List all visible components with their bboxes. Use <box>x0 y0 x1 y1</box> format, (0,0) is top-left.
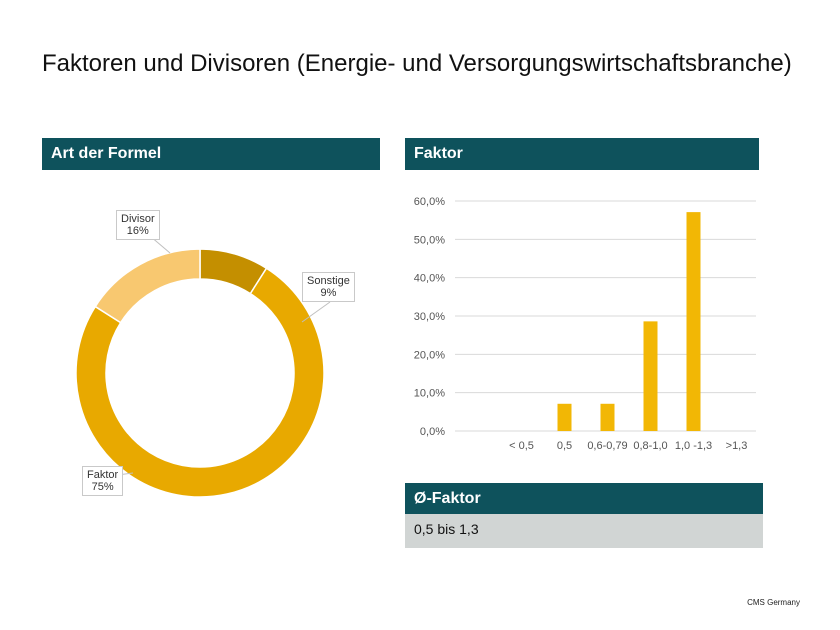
leader-line-sonstige <box>301 301 331 323</box>
avg-factor-header: Ø-Faktor <box>405 483 763 514</box>
factor-panel-title: Faktor <box>414 145 463 162</box>
x-tick-label: 1,0 -1,3 <box>675 440 712 452</box>
y-tick-label: 50,0% <box>414 234 445 246</box>
bar-4 <box>686 212 701 431</box>
x-tick-label: >1,3 <box>726 440 748 452</box>
donut-label-faktor-name: Faktor <box>87 469 119 481</box>
y-tick-label: 30,0% <box>414 311 445 323</box>
y-tick-label: 20,0% <box>414 349 445 361</box>
x-tick-label: 0,5 <box>557 440 572 452</box>
bar-2 <box>600 403 615 431</box>
bar-chart: 0,0% 10,0% 20,0% 30,0% 40,0% 50,0% 60,0% < 0,5… <box>414 196 756 452</box>
y-tick-label: 60,0% <box>414 196 445 208</box>
avg-factor-title: Ø-Faktor <box>414 489 481 507</box>
factor-panel-header: Faktor <box>405 138 759 170</box>
x-tick-label: < 0,5 <box>509 440 534 452</box>
donut-label-divisor-name: Divisor <box>121 213 155 225</box>
donut-label-divisor: Divisor 16% <box>116 210 160 240</box>
bar-1 <box>557 403 572 431</box>
y-tick-label: 10,0% <box>414 388 445 400</box>
y-tick-label: 0,0% <box>420 426 445 438</box>
donut-label-divisor-value: 16% <box>126 225 149 237</box>
footer-source: CMS Germany <box>747 598 800 607</box>
page-title: Faktoren und Divisoren (Energie- und Ver… <box>42 50 792 77</box>
bar-3 <box>643 321 658 431</box>
formula-panel-title: Art der Formel <box>51 145 162 162</box>
donut-label-sonstige: Sonstige 9% <box>302 272 355 302</box>
formula-panel-header: Art der Formel <box>42 138 380 170</box>
donut-label-faktor-value: 75% <box>91 481 114 493</box>
donut-slice-divisor <box>94 248 201 324</box>
donut-slice-faktor <box>75 267 325 498</box>
y-tick-label: 40,0% <box>414 273 445 285</box>
x-tick-label: 0,6-0,79 <box>587 440 627 452</box>
donut-label-sonstige-value: 9% <box>320 287 337 299</box>
donut-chart <box>75 235 331 498</box>
donut-label-faktor: Faktor 75% <box>82 466 124 496</box>
donut-label-sonstige-name: Sonstige <box>307 275 350 287</box>
avg-factor-value: 0,5 bis 1,3 <box>405 514 763 548</box>
x-tick-label: 0,8-1,0 <box>633 440 667 452</box>
